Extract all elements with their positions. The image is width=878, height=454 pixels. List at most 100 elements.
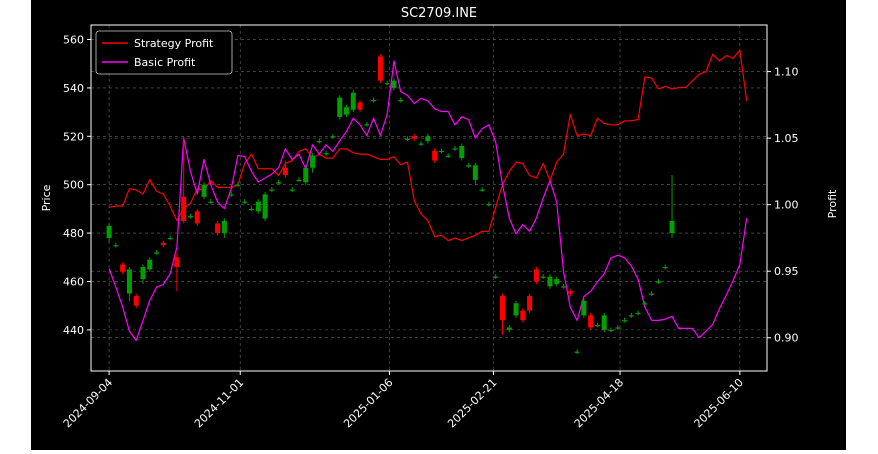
legend: Strategy Profit Basic Profit	[95, 30, 233, 75]
candle-body-45	[411, 136, 417, 139]
candle-body-65	[547, 276, 553, 287]
candle-body-22	[255, 201, 261, 212]
y-tick-label-right-0: 0.90	[774, 332, 799, 345]
candle-body-4	[133, 295, 139, 306]
candle-body-0	[106, 225, 112, 238]
candle-body-71	[588, 315, 594, 328]
candle-body-34	[337, 97, 343, 117]
candle-body-58	[499, 295, 505, 321]
candle-body-59	[506, 327, 512, 330]
candle-body-29	[303, 167, 309, 183]
candle-body-55	[479, 189, 485, 191]
candle-body-32	[323, 153, 329, 155]
candle-body-18	[228, 194, 234, 196]
plot-frame	[90, 24, 768, 372]
candle-body-10	[174, 257, 180, 267]
candle-body-47	[425, 136, 431, 142]
legend-box	[95, 30, 233, 75]
candle-body-53	[466, 165, 472, 167]
series-line-basic-profit	[108, 60, 748, 341]
candle-body-62	[527, 295, 533, 311]
candle-body-41	[384, 83, 390, 85]
candle-body-42	[391, 80, 397, 88]
candle-body-26	[282, 167, 288, 176]
candle-body-66	[554, 279, 560, 284]
candle-body-1	[113, 245, 119, 247]
candle-body-37	[357, 102, 363, 110]
y-tick-label-right-3: 1.05	[774, 132, 799, 145]
candle-body-20	[242, 201, 248, 203]
y-axis-label-left: Price	[40, 184, 53, 211]
candle-body-51	[452, 148, 458, 150]
candle-body-30	[310, 155, 316, 168]
candle-body-31	[316, 141, 322, 143]
y-tick-label-left-0: 440	[63, 324, 84, 337]
y-tick-label-left-2: 480	[63, 227, 84, 240]
candle-body-35	[343, 107, 349, 115]
candle-body-8	[160, 242, 166, 246]
y-tick-label-left-5: 540	[63, 82, 84, 95]
candle-body-33	[330, 136, 336, 138]
series-line-strategy-profit	[108, 49, 748, 242]
candle-body-74	[608, 329, 614, 332]
y-axis-label-right: Profit	[826, 189, 839, 218]
candle-body-67	[561, 286, 567, 288]
candle-body-6	[147, 259, 153, 270]
candle-body-14	[201, 184, 207, 197]
chart-title: SC2709.INE	[401, 6, 477, 21]
candle-body-69	[574, 351, 580, 353]
candle-body-24	[269, 189, 275, 191]
candle-body-39	[371, 100, 377, 102]
candle-body-7	[154, 252, 160, 254]
candle-body-77	[628, 315, 634, 317]
candle-body-13	[194, 211, 200, 224]
candle-body-11	[181, 196, 187, 221]
candle-body-46	[418, 143, 424, 145]
profit-lines	[108, 49, 748, 341]
candle-body-52	[459, 145, 465, 159]
y-tick-label-right-4: 1.10	[774, 66, 799, 79]
candle-body-23	[262, 194, 268, 219]
candle-body-28	[296, 179, 302, 182]
candles	[106, 54, 675, 355]
candle-body-27	[289, 189, 295, 191]
y-tick-label-left-3: 500	[63, 179, 84, 192]
candle-body-15	[208, 201, 214, 203]
y-tick-label-right-2: 1.00	[774, 199, 799, 212]
candle-body-82	[662, 266, 668, 269]
candle-body-36	[350, 92, 356, 110]
candle-body-3	[126, 269, 132, 294]
candle-body-57	[493, 276, 499, 278]
candle-body-81	[655, 281, 661, 283]
y-tick-label-left-6: 560	[63, 34, 84, 47]
candle-body-76	[622, 320, 628, 322]
candle-body-50	[445, 155, 451, 157]
candle-body-2	[120, 264, 126, 272]
candle-body-72	[594, 325, 600, 327]
candle-body-56	[486, 204, 492, 206]
y-tick-label-left-1: 460	[63, 275, 84, 288]
candle-body-25	[276, 182, 282, 184]
candle-body-63	[533, 269, 539, 282]
candle-body-49	[438, 150, 444, 153]
candle-body-83	[669, 220, 675, 234]
candle-body-78	[635, 312, 641, 315]
candle-body-60	[513, 303, 519, 316]
candle-body-64	[540, 276, 546, 278]
candle-body-48	[432, 150, 438, 161]
candle-body-19	[235, 184, 241, 186]
candle-body-21	[249, 208, 255, 211]
candle-body-54	[472, 165, 478, 180]
y-tick-label-left-4: 520	[63, 130, 84, 143]
candle-body-9	[167, 237, 173, 240]
candle-body-16	[215, 223, 221, 234]
candle-body-70	[581, 300, 587, 316]
legend-label-basic: Basic Profit	[134, 56, 196, 69]
candle-body-61	[520, 310, 526, 321]
candle-body-75	[615, 327, 621, 329]
candle-body-79	[642, 303, 648, 305]
y-tick-label-right-1: 0.95	[774, 265, 799, 278]
candle-body-17	[221, 220, 227, 234]
